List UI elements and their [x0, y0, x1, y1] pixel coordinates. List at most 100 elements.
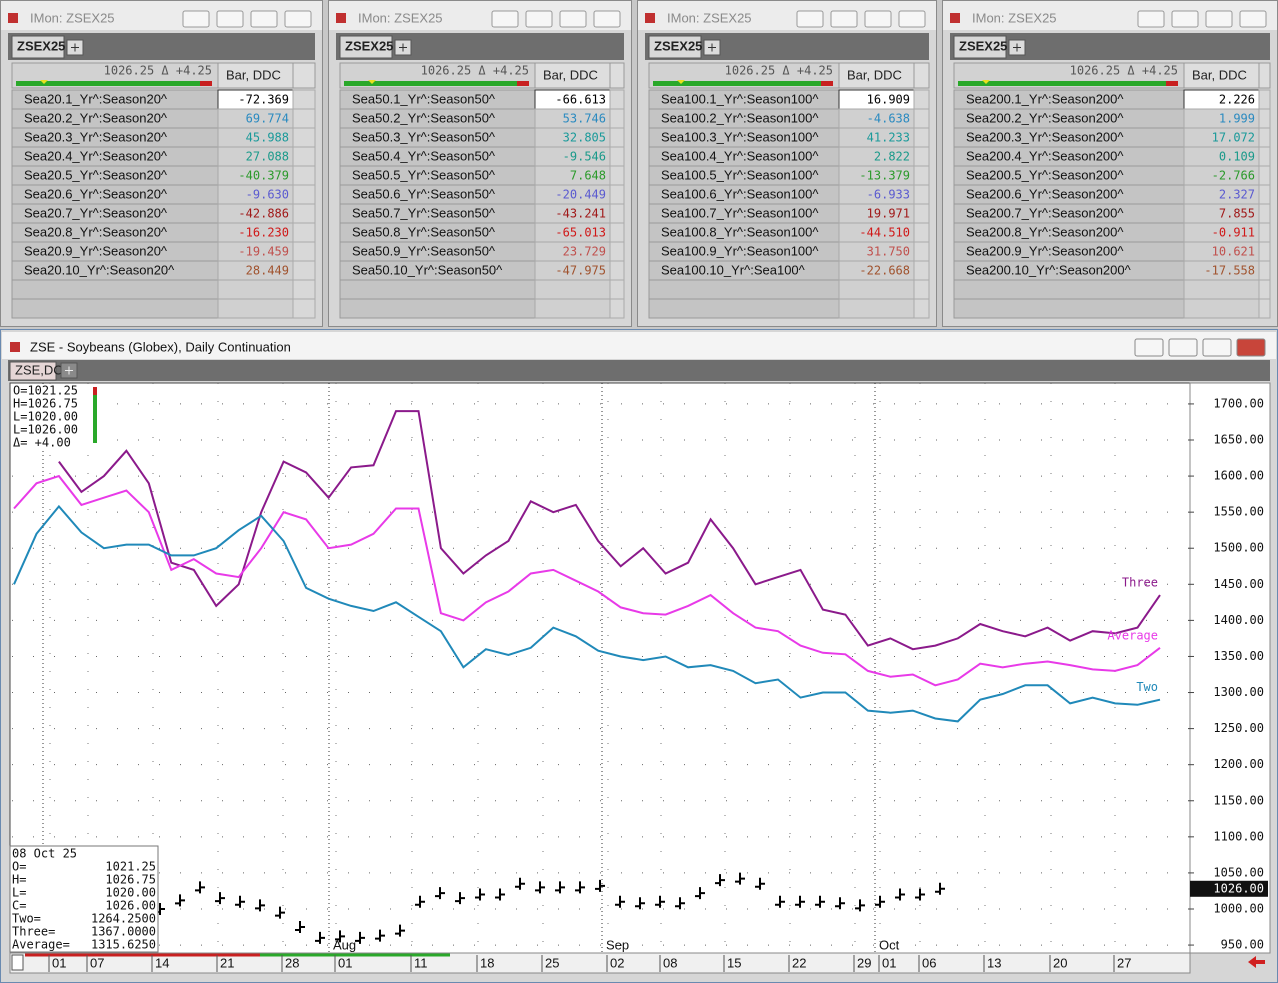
- window-button[interactable]: [284, 10, 312, 28]
- row-name[interactable]: Sea20.6_Yr^:Season20^: [24, 186, 168, 201]
- ohlc-bar: [93, 395, 97, 443]
- row-name[interactable]: Sea50.5_Yr^:Season50^: [352, 167, 496, 182]
- price-bar: [855, 899, 865, 912]
- row-value: -9.546: [563, 150, 606, 164]
- price-bar: [835, 897, 845, 910]
- row-name[interactable]: Sea20.9_Yr^:Season20^: [24, 243, 168, 258]
- extra-cell: [1258, 146, 1271, 167]
- price-bar: [275, 906, 285, 919]
- value-cell: [1183, 279, 1260, 300]
- tab[interactable]: [9, 361, 57, 381]
- row-name[interactable]: Sea50.10_Yr^:Season50^: [352, 262, 503, 277]
- window-button[interactable]: [1239, 10, 1267, 28]
- window-button[interactable]: [864, 10, 892, 28]
- window-button[interactable]: [1205, 10, 1233, 28]
- tab-label: ZSEX25: [654, 38, 702, 53]
- row-name[interactable]: Sea20.7_Yr^:Season20^: [24, 205, 168, 220]
- extra-cell: [609, 222, 625, 243]
- row-name[interactable]: Sea50.4_Yr^:Season50^: [352, 148, 496, 163]
- row-name[interactable]: Sea200.8_Yr^:Season200^: [966, 224, 1124, 239]
- row-name[interactable]: Sea50.2_Yr^:Season50^: [352, 110, 496, 125]
- price-bar: [375, 929, 385, 942]
- row-name[interactable]: Sea100.5_Yr^:Season100^: [661, 167, 819, 182]
- row-name[interactable]: Sea100.6_Yr^:Season100^: [661, 186, 819, 201]
- tab[interactable]: [11, 35, 65, 59]
- row-name[interactable]: Sea100.1_Yr^:Season100^: [661, 91, 819, 106]
- row-name[interactable]: Sea20.4_Yr^:Season20^: [24, 148, 168, 163]
- row-name[interactable]: Sea200.9_Yr^:Season200^: [966, 243, 1124, 258]
- row-name[interactable]: Sea200.1_Yr^:Season200^: [966, 91, 1124, 106]
- window-button[interactable]: [796, 10, 824, 28]
- window-button[interactable]: [525, 10, 553, 28]
- window-button[interactable]: [1171, 10, 1199, 28]
- row-name[interactable]: Sea100.8_Yr^:Season100^: [661, 224, 819, 239]
- tab[interactable]: [339, 35, 393, 59]
- y-tick-label: 1650.00: [1213, 433, 1264, 447]
- row-name[interactable]: Sea100.10_Yr^:Sea100^: [661, 262, 806, 277]
- x-tick-label: 20: [1053, 955, 1067, 970]
- row-name[interactable]: Sea50.8_Yr^:Season50^: [352, 224, 496, 239]
- extra-cell: [1258, 203, 1271, 224]
- row-name[interactable]: Sea200.5_Yr^:Season200^: [966, 167, 1124, 182]
- row-name[interactable]: Sea20.2_Yr^:Season20^: [24, 110, 168, 125]
- row-name[interactable]: Sea50.3_Yr^:Season50^: [352, 129, 496, 144]
- row-value: -6.933: [867, 188, 910, 202]
- x-tick-label: 01: [882, 955, 896, 970]
- row-name[interactable]: Sea20.3_Yr^:Season20^: [24, 129, 168, 144]
- row-name[interactable]: Sea50.1_Yr^:Season50^: [352, 91, 496, 106]
- window-button[interactable]: [491, 10, 519, 28]
- x-tick-label: 22: [792, 955, 806, 970]
- row-name[interactable]: Sea50.6_Yr^:Season50^: [352, 186, 496, 201]
- window-button[interactable]: [1168, 338, 1198, 357]
- app-icon: [336, 13, 346, 23]
- info-label: Average=: [12, 938, 70, 952]
- window-button[interactable]: [182, 10, 210, 28]
- row-name[interactable]: Sea20.1_Yr^:Season20^: [24, 91, 168, 106]
- row-name[interactable]: Sea50.7_Yr^:Season50^: [352, 205, 496, 220]
- window-button[interactable]: [830, 10, 858, 28]
- row-name[interactable]: Sea50.9_Yr^:Season50^: [352, 243, 496, 258]
- extra-cell: [913, 165, 930, 186]
- extra-cell: [913, 279, 930, 300]
- row-name[interactable]: Sea200.6_Yr^:Season200^: [966, 186, 1124, 201]
- window-button[interactable]: [559, 10, 587, 28]
- extra-header: [913, 62, 930, 89]
- row-name[interactable]: Sea100.3_Yr^:Season100^: [661, 129, 819, 144]
- window-button[interactable]: [1134, 338, 1164, 357]
- row-name[interactable]: Sea100.4_Yr^:Season100^: [661, 148, 819, 163]
- row-name[interactable]: Sea200.2_Yr^:Season200^: [966, 110, 1124, 125]
- info-value: 1315.6250: [91, 938, 156, 952]
- row-value: 32.805: [563, 131, 606, 145]
- tab[interactable]: [648, 35, 702, 59]
- scroll-handle[interactable]: [11, 954, 24, 971]
- tab[interactable]: [953, 35, 1007, 59]
- extra-header: [609, 62, 625, 89]
- row-name[interactable]: Sea200.4_Yr^:Season200^: [966, 148, 1124, 163]
- window-button[interactable]: [1137, 10, 1165, 28]
- row-name[interactable]: Sea200.3_Yr^:Season200^: [966, 129, 1124, 144]
- info-value: 1367.0000: [91, 925, 156, 939]
- row-name[interactable]: Sea100.7_Yr^:Season100^: [661, 205, 819, 220]
- row-name[interactable]: Sea100.2_Yr^:Season100^: [661, 110, 819, 125]
- extra-cell: [1258, 298, 1271, 319]
- row-name[interactable]: Sea100.9_Yr^:Season100^: [661, 243, 819, 258]
- row-value: -47.975: [555, 264, 606, 278]
- date-strip: [9, 952, 1191, 974]
- window-button[interactable]: [1236, 338, 1266, 357]
- window-button[interactable]: [216, 10, 244, 28]
- window-button[interactable]: [1202, 338, 1232, 357]
- range-bar: [958, 81, 1166, 86]
- row-name[interactable]: Sea20.8_Yr^:Season20^: [24, 224, 168, 239]
- row-name[interactable]: Sea20.5_Yr^:Season20^: [24, 167, 168, 182]
- row-name[interactable]: Sea20.10_Yr^:Season20^: [24, 262, 175, 277]
- row-name[interactable]: Sea200.7_Yr^:Season200^: [966, 205, 1124, 220]
- price-bar: [935, 882, 945, 895]
- extra-cell: [609, 146, 625, 167]
- window-button[interactable]: [593, 10, 621, 28]
- scroll-arrow[interactable]: [1248, 956, 1265, 968]
- window-button[interactable]: [250, 10, 278, 28]
- row-name[interactable]: Sea200.10_Yr^:Season200^: [966, 262, 1132, 277]
- extra-cell: [1258, 222, 1271, 243]
- tab-label: ZSE,DC: [15, 362, 63, 377]
- window-button[interactable]: [898, 10, 926, 28]
